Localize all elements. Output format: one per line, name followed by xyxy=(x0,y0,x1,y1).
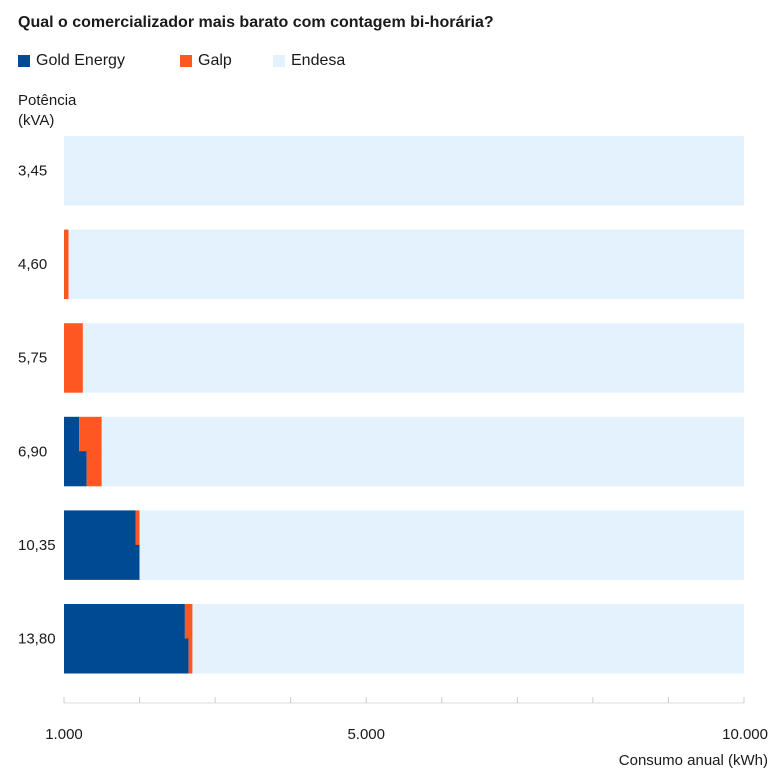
bar-segment-13-80-top-galp xyxy=(184,604,193,639)
bar-segment-13-80-top-gold-energy xyxy=(64,604,185,639)
bar-segment-5-75-top-galp xyxy=(64,323,83,359)
bar-segment-6-90-bottom-galp xyxy=(86,451,102,487)
legend-item-endesa: Endesa xyxy=(273,52,345,70)
bar-segment-5-75-bottom-endesa xyxy=(82,357,744,393)
bar-segment-5-75-top-endesa xyxy=(82,323,744,359)
bar-segment-3-45-bottom-endesa xyxy=(64,170,744,206)
bar-segment-4-60-top-endesa xyxy=(68,229,745,265)
bar-segment-4-60-top-galp xyxy=(64,229,69,265)
y-axis-title: Potência (kVA) xyxy=(18,91,76,131)
category-label-13-80: 13,80 xyxy=(18,631,56,648)
category-label-6-90: 6,90 xyxy=(18,443,47,460)
bar-segment-10-35-top-galp xyxy=(135,510,140,546)
x-tick-label-10000: 10.000 xyxy=(722,726,768,743)
legend-swatch-endesa xyxy=(273,55,285,67)
bar-segment-10-35-top-endesa xyxy=(139,510,745,546)
bar-segment-13-80-bottom-galp xyxy=(188,638,193,674)
category-label-3-45: 3,45 xyxy=(18,163,47,180)
bar-segment-5-75-bottom-galp xyxy=(64,357,83,393)
x-tick-label-1000: 1.000 xyxy=(45,726,83,743)
category-label-4-60: 4,60 xyxy=(18,256,47,273)
category-label-10-35: 10,35 xyxy=(18,537,56,554)
legend-item-gold-energy: Gold Energy xyxy=(18,52,125,70)
bar-segment-6-90-top-galp xyxy=(79,416,102,452)
bar-segment-6-90-top-gold-energy xyxy=(64,416,80,452)
legend-swatch-galp xyxy=(180,55,192,67)
bar-segment-4-60-bottom-galp xyxy=(64,264,69,300)
chart-title: Qual o comercializador mais barato com c… xyxy=(18,14,494,31)
bar-segment-13-80-top-endesa xyxy=(192,604,744,639)
legend-label-endesa: Endesa xyxy=(291,52,346,69)
legend-label-gold-energy: Gold Energy xyxy=(36,52,125,69)
legend: Gold Energy Galp Endesa xyxy=(18,52,758,72)
y-axis-title-line-2: (kVA) xyxy=(18,112,55,129)
legend-label-galp: Galp xyxy=(198,52,232,69)
bar-segment-10-35-bottom-gold-energy xyxy=(64,544,140,580)
category-label-5-75: 5,75 xyxy=(18,350,47,367)
bar-segment-4-60-bottom-endesa xyxy=(68,264,745,300)
legend-item-galp: Galp xyxy=(180,52,232,70)
bar-segment-6-90-bottom-gold-energy xyxy=(64,451,87,487)
legend-swatch-gold-energy xyxy=(18,55,30,67)
y-axis-title-line-1: Potência xyxy=(18,92,77,109)
bar-segment-13-80-bottom-endesa xyxy=(192,638,744,674)
bar-segment-10-35-bottom-endesa xyxy=(139,544,745,580)
bar-segment-6-90-bottom-endesa xyxy=(101,451,745,487)
bar-segment-13-80-bottom-gold-energy xyxy=(64,638,189,674)
bar-segment-3-45-top-endesa xyxy=(64,136,744,171)
x-tick-label-5000: 5.000 xyxy=(347,726,385,743)
x-axis-title: Consumo anual (kWh) xyxy=(619,752,768,769)
bar-segment-6-90-top-endesa xyxy=(101,416,745,452)
bar-segment-10-35-top-gold-energy xyxy=(64,510,136,546)
